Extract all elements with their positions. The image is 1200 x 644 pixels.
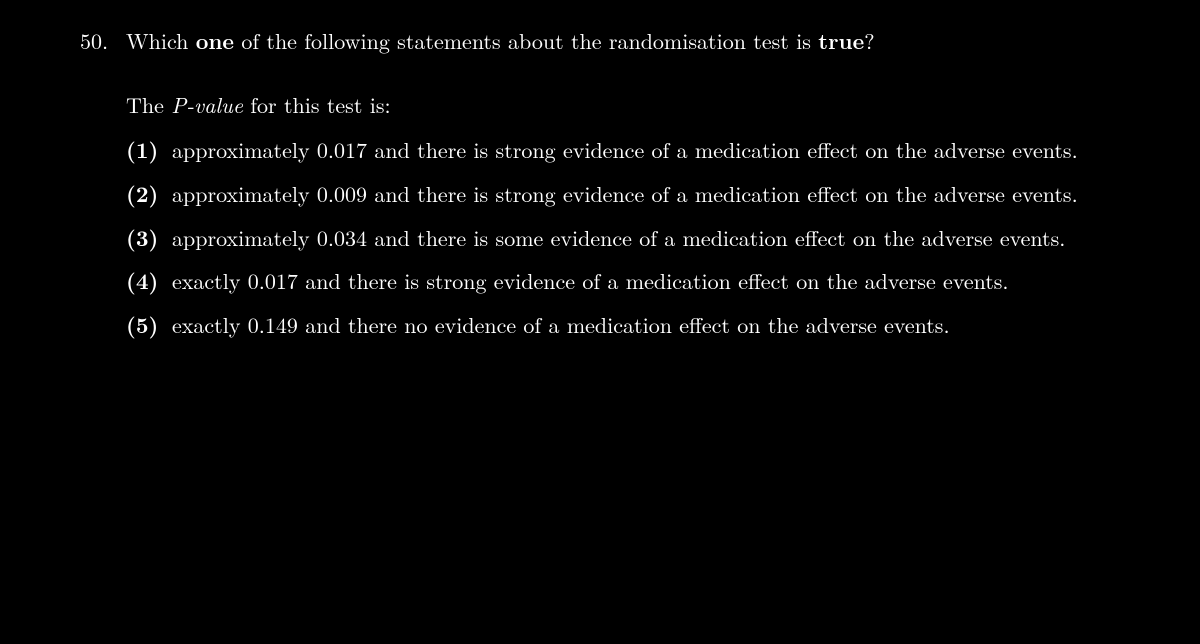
sub-prompt: The P-value for this test is:: [126, 90, 1120, 120]
option-row: (2) approximately 0.009 and there is str…: [126, 179, 1120, 209]
option-text: approximately 0.009 and there is strong …: [172, 179, 1120, 209]
option-row: (5) exactly 0.149 and there no evidence …: [126, 310, 1120, 340]
stem-bold-one: one: [196, 25, 234, 56]
option-text: approximately 0.034 and there is some ev…: [172, 223, 1120, 253]
option-row: (3) approximately 0.034 and there is som…: [126, 223, 1120, 253]
option-label: (1): [126, 135, 172, 165]
option-label: (2): [126, 179, 172, 209]
stem-text-post: ?: [864, 25, 874, 56]
stem-text-mid: of the following statements about the ra…: [234, 25, 818, 56]
option-text: exactly 0.149 and there no evidence of a…: [172, 310, 1120, 340]
subprompt-post: for this test is:: [243, 89, 391, 120]
stem-text-pre: Which: [126, 25, 196, 56]
option-text: exactly 0.017 and there is strong eviden…: [172, 266, 1120, 296]
option-label: (3): [126, 223, 172, 253]
question-stem-row: 50. Which one of the following statement…: [80, 26, 1120, 56]
option-row: (4) exactly 0.017 and there is strong ev…: [126, 266, 1120, 296]
subprompt-italic: P-value: [171, 89, 243, 120]
question-page: 50. Which one of the following statement…: [0, 0, 1200, 380]
option-label: (5): [126, 310, 172, 340]
option-text: approximately 0.017 and there is strong …: [172, 135, 1120, 165]
options-list: (1) approximately 0.017 and there is str…: [126, 135, 1120, 339]
option-row: (1) approximately 0.017 and there is str…: [126, 135, 1120, 165]
question-number: 50.: [80, 26, 126, 56]
subprompt-pre: The: [126, 89, 171, 120]
stem-bold-true: true: [818, 25, 864, 56]
question-stem: Which one of the following statements ab…: [126, 26, 1120, 56]
option-label: (4): [126, 266, 172, 296]
